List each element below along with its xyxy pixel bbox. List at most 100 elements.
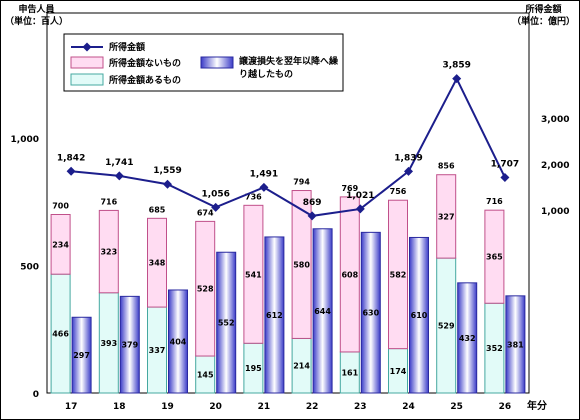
data-label-with-income: 145: [197, 371, 214, 380]
line-point: [452, 74, 462, 84]
data-label-with-income: 214: [293, 362, 310, 371]
right-tick-label: 3,000: [541, 115, 569, 125]
right-tick-label: 2,000: [541, 161, 569, 171]
data-label-total: 674: [197, 208, 214, 217]
right-axis-title: 所得金額 （単位：億円）: [512, 4, 575, 28]
data-label-with-income: 195: [245, 364, 262, 373]
data-label-without-income: 608: [341, 270, 358, 279]
data-label-carryover: 610: [411, 311, 428, 320]
bar-without-income: [195, 220, 216, 357]
data-label-carryover: 644: [314, 307, 331, 316]
x-tick-label: 21: [258, 402, 271, 412]
line-point: [163, 179, 172, 189]
bar-without-income: [147, 217, 167, 308]
line-point: [259, 182, 269, 192]
right-tick-label: 1,000: [541, 207, 569, 217]
line-point: [114, 171, 124, 181]
bar-without-income: [98, 209, 119, 294]
line-point: [404, 166, 413, 176]
line-value-label: 1,741: [105, 158, 133, 168]
data-label-total: 700: [52, 202, 69, 211]
bar-carryover: [119, 295, 140, 394]
data-label-without-income: 582: [390, 270, 407, 279]
data-label-carryover: 381: [507, 340, 524, 349]
left-tick-label: 500: [20, 263, 39, 273]
plot-area: [46, 12, 530, 394]
data-label-with-income: 174: [390, 367, 407, 376]
data-label-total: 685: [149, 205, 166, 214]
bar-without-income: [243, 204, 264, 344]
data-label-without-income: 541: [245, 270, 262, 279]
bar-carryover: [457, 282, 478, 394]
data-label-without-income: 234: [52, 240, 69, 249]
x-tick-label: 19: [161, 402, 174, 412]
bar-carryover: [360, 231, 381, 394]
data-label-without-income: 327: [438, 212, 455, 221]
line-value-label: 1,491: [250, 169, 278, 179]
line-value-label: 1,021: [346, 191, 374, 201]
bar-without-income: [484, 209, 505, 304]
legend-pink-swatch: [70, 56, 104, 69]
x-tick-label: 20: [209, 402, 222, 412]
right-axis-unit: （単位：億円）: [511, 17, 575, 27]
data-label-with-income: 161: [341, 368, 358, 377]
left-axis-title: 申告人員 （単位：百人）: [5, 4, 68, 28]
right-axis-title-text: 所得金額: [525, 5, 562, 15]
bar-carryover: [312, 228, 333, 394]
data-label-carryover: 404: [170, 337, 187, 346]
data-label-carryover: 552: [218, 319, 235, 328]
x-tick-label: 25: [450, 402, 463, 412]
x-tick-label: 17: [65, 402, 78, 412]
bar-carryover: [409, 236, 429, 394]
bar-without-income: [339, 196, 360, 353]
legend-cyan-label: 所得金額あるもの: [109, 74, 181, 86]
line-value-label: 1,559: [153, 166, 181, 176]
data-label-carryover: 612: [266, 311, 283, 320]
line-point: [355, 204, 365, 214]
left-axis-title-text: 申告人員: [18, 5, 55, 15]
line-income-amount: [71, 76, 506, 217]
line-value-label: 1,707: [491, 159, 519, 169]
data-label-carryover: 432: [459, 334, 476, 343]
x-tick-label: 18: [113, 402, 126, 412]
legend-cyan-swatch: [70, 73, 104, 86]
data-label-with-income: 529: [438, 322, 455, 331]
data-label-with-income: 393: [100, 339, 117, 348]
data-label-total: 736: [245, 192, 262, 201]
data-label-total: 756: [390, 187, 407, 196]
bar-without-income: [388, 199, 408, 350]
x-axis-label: 年分: [527, 399, 547, 412]
line-point: [500, 172, 510, 182]
bar-carryover: [168, 289, 188, 394]
data-label-with-income: 352: [486, 344, 503, 353]
bar-without-income: [50, 214, 71, 275]
bar-carryover: [505, 295, 526, 394]
data-label-without-income: 528: [197, 285, 214, 294]
legend-line-marker: [82, 42, 92, 52]
legend-blue-label-cont: り越したもの: [239, 68, 293, 80]
left-tick-label: 0: [33, 390, 39, 400]
bar-without-income: [436, 174, 457, 259]
data-label-without-income: 365: [486, 253, 503, 262]
line-value-label: 1,056: [201, 189, 229, 199]
bar-carryover: [264, 236, 285, 394]
x-tick-label: 23: [354, 402, 367, 412]
data-label-without-income: 323: [100, 248, 117, 257]
data-label-carryover: 379: [121, 341, 138, 350]
bar-carryover: [71, 316, 92, 394]
line-point: [307, 211, 317, 221]
data-label-carryover: 630: [362, 309, 379, 318]
line-value-label: 3,859: [442, 61, 470, 71]
legend-blue-label: 譲渡損失を翌年以降へ繰: [239, 55, 339, 67]
legend-blue-swatch: [200, 56, 234, 69]
x-tick-label: 22: [306, 402, 319, 412]
data-label-without-income: 348: [149, 259, 166, 268]
data-label-without-income: 580: [293, 260, 310, 269]
line-value-label: 869: [303, 198, 322, 208]
line-point: [66, 166, 76, 176]
data-label-total: 716: [100, 197, 117, 206]
bar-without-income: [291, 190, 312, 339]
bar-carryover: [216, 251, 237, 394]
line-value-label: 1,842: [57, 153, 85, 163]
